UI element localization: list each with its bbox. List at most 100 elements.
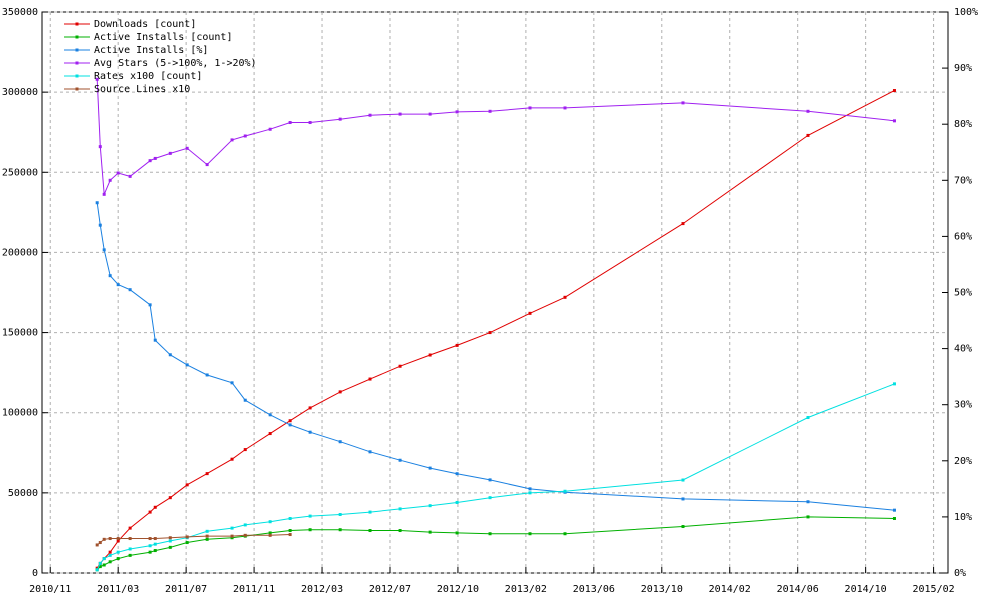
y-tick-label: 200000: [2, 247, 38, 258]
point-marker: [563, 106, 567, 110]
point-marker: [116, 537, 120, 541]
plot-frame: [41, 11, 949, 574]
point-marker: [308, 406, 312, 410]
point-marker: [243, 533, 247, 537]
x-tick-label: 2015/02: [913, 584, 955, 595]
x-tick-label: 2012/03: [301, 584, 343, 595]
point-marker: [455, 500, 459, 504]
point-marker: [148, 510, 152, 514]
point-marker: [102, 192, 106, 196]
point-marker: [428, 112, 432, 116]
legend-label: Source Lines x10: [94, 84, 190, 95]
point-marker: [308, 528, 312, 532]
point-marker: [116, 539, 120, 543]
point-marker: [681, 478, 685, 482]
point-marker: [95, 543, 99, 547]
point-marker: [528, 532, 532, 536]
point-marker: [563, 532, 567, 536]
x-tick-label: 2011/03: [97, 584, 139, 595]
point-marker: [153, 542, 157, 546]
point-marker: [185, 483, 189, 487]
point-marker: [205, 163, 209, 167]
point-marker: [102, 557, 106, 561]
point-marker: [168, 496, 172, 500]
point-marker: [268, 127, 272, 131]
point-marker: [268, 520, 272, 524]
y2-tick-label: 10%: [954, 512, 972, 523]
x-tick-label: 2014/06: [777, 584, 819, 595]
point-marker: [268, 531, 272, 535]
point-marker: [398, 529, 402, 533]
y2-tick-label: 40%: [954, 344, 972, 355]
point-marker: [338, 440, 342, 444]
point-marker: [368, 529, 372, 533]
x-tick-label: 2011/11: [233, 584, 275, 595]
point-marker: [116, 550, 120, 554]
point-marker: [488, 331, 492, 335]
y2-tick-label: 90%: [954, 63, 972, 74]
point-marker: [806, 500, 810, 504]
point-marker: [168, 353, 172, 357]
y2-tick-label: 60%: [954, 231, 972, 242]
point-marker: [268, 413, 272, 417]
point-marker: [243, 523, 247, 527]
point-marker: [153, 156, 157, 160]
point-marker: [806, 416, 810, 420]
y2-tick-label: 80%: [954, 119, 972, 130]
point-marker: [268, 432, 272, 436]
point-marker: [528, 106, 532, 110]
y-tick-label: 150000: [2, 328, 38, 339]
point-marker: [488, 496, 492, 500]
x-tick-label: 2012/10: [437, 584, 479, 595]
point-marker: [98, 561, 102, 565]
point-marker: [398, 364, 402, 368]
point-marker: [681, 525, 685, 529]
point-marker: [205, 537, 209, 541]
point-marker: [102, 563, 106, 567]
point-marker: [128, 526, 132, 530]
point-marker: [243, 398, 247, 402]
point-marker: [108, 553, 112, 557]
point-marker: [488, 532, 492, 536]
point-marker: [288, 529, 292, 533]
point-marker: [681, 101, 685, 105]
point-marker: [455, 472, 459, 476]
y2-tick-label: 70%: [954, 175, 972, 186]
point-marker: [563, 295, 567, 299]
point-marker: [892, 119, 896, 123]
y2-tick-label: 20%: [954, 456, 972, 467]
point-marker: [108, 550, 112, 554]
legend-marker: [75, 87, 79, 91]
x-tick-label: 2013/06: [573, 584, 615, 595]
point-marker: [128, 547, 132, 551]
point-marker: [148, 550, 152, 554]
y2-tick-label: 50%: [954, 288, 972, 299]
y-tick-label: 250000: [2, 167, 38, 178]
point-marker: [528, 491, 532, 495]
legend-marker: [75, 74, 79, 78]
point-marker: [681, 497, 685, 501]
series-line: [96, 202, 895, 511]
point-marker: [98, 541, 102, 545]
point-marker: [153, 549, 157, 553]
point-marker: [185, 363, 189, 367]
point-marker: [98, 565, 102, 569]
legend-label: Active Installs [count]: [94, 32, 232, 43]
point-marker: [205, 472, 209, 476]
point-marker: [153, 338, 157, 342]
point-marker: [185, 146, 189, 150]
point-marker: [428, 466, 432, 470]
point-marker: [428, 504, 432, 508]
series-line: [96, 516, 895, 571]
point-marker: [243, 134, 247, 138]
y-tick-label: 300000: [2, 87, 38, 98]
point-marker: [308, 430, 312, 434]
point-marker: [102, 537, 106, 541]
point-marker: [338, 528, 342, 532]
point-marker: [338, 512, 342, 516]
point-marker: [148, 303, 152, 307]
point-marker: [288, 423, 292, 427]
point-marker: [128, 553, 132, 557]
point-marker: [398, 112, 402, 116]
point-marker: [230, 138, 234, 142]
